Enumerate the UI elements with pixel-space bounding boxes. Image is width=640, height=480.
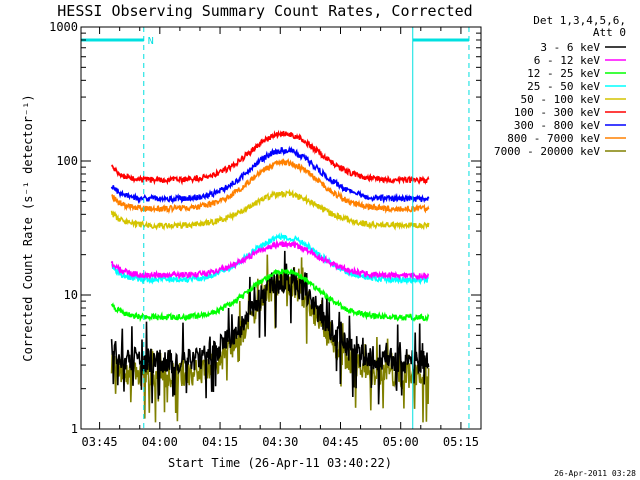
marker-layer: N [80, 27, 470, 429]
x-tick-label: 04:30 [262, 435, 298, 449]
y-tick-label: 1 [71, 422, 78, 436]
y-tick-label: 10 [64, 288, 78, 302]
series-line-5 [110, 188, 430, 231]
night-marker-label: N [148, 36, 154, 47]
series-line-7 [110, 145, 430, 205]
plot-frame [80, 26, 482, 430]
x-tick-label: 05:00 [383, 435, 419, 449]
x-tick-label: 05:15 [443, 435, 479, 449]
footer-timestamp: 26-Apr-2011 03:28 [554, 469, 636, 478]
legend-header-line-1: Det 1,3,4,5,6, [533, 14, 626, 27]
legend-label-1: 3 - 6 keV [540, 41, 600, 54]
x-tick-label: 04:45 [322, 435, 358, 449]
legend-label-7: 300 - 800 keV [514, 119, 600, 132]
legend-label-4: 25 - 50 keV [527, 80, 600, 93]
series-line-2 [110, 239, 430, 282]
series-line-1 [110, 250, 430, 405]
y-tick-label: 100 [56, 154, 78, 168]
y-axis-label: Corrected Count Rate (s⁻¹ detector⁻¹) [21, 94, 35, 361]
chart-title: HESSI Observing Summary Count Rates, Cor… [57, 2, 472, 20]
legend-label-6: 100 - 300 keV [514, 106, 600, 119]
x-tick-label: 03:45 [82, 435, 118, 449]
x-tick-label: 04:15 [202, 435, 238, 449]
x-axis-label: Start Time (26-Apr-11 03:40:22) [168, 456, 392, 470]
axis-layer: 03:45 04:00 04:15 04:30 04:45 05:00 05:15 1 10 10… [49, 20, 482, 449]
series-line-3 [110, 268, 430, 323]
series-line-8 [111, 157, 430, 215]
y-tick-label: 1000 [49, 20, 78, 34]
legend-label-5: 50 - 100 keV [521, 93, 601, 106]
legend-header-line-2: Att 0 [593, 26, 626, 39]
x-tick-label: 04:00 [142, 435, 178, 449]
legend-label-8: 800 - 7000 keV [507, 132, 600, 145]
series-layer [110, 129, 430, 423]
legend-label-2: 6 - 12 keV [534, 54, 601, 67]
legend-label-9: 7000 - 20000 keV [494, 145, 600, 158]
series-line-6 [110, 129, 430, 186]
legend-label-3: 12 - 25 keV [527, 67, 600, 80]
